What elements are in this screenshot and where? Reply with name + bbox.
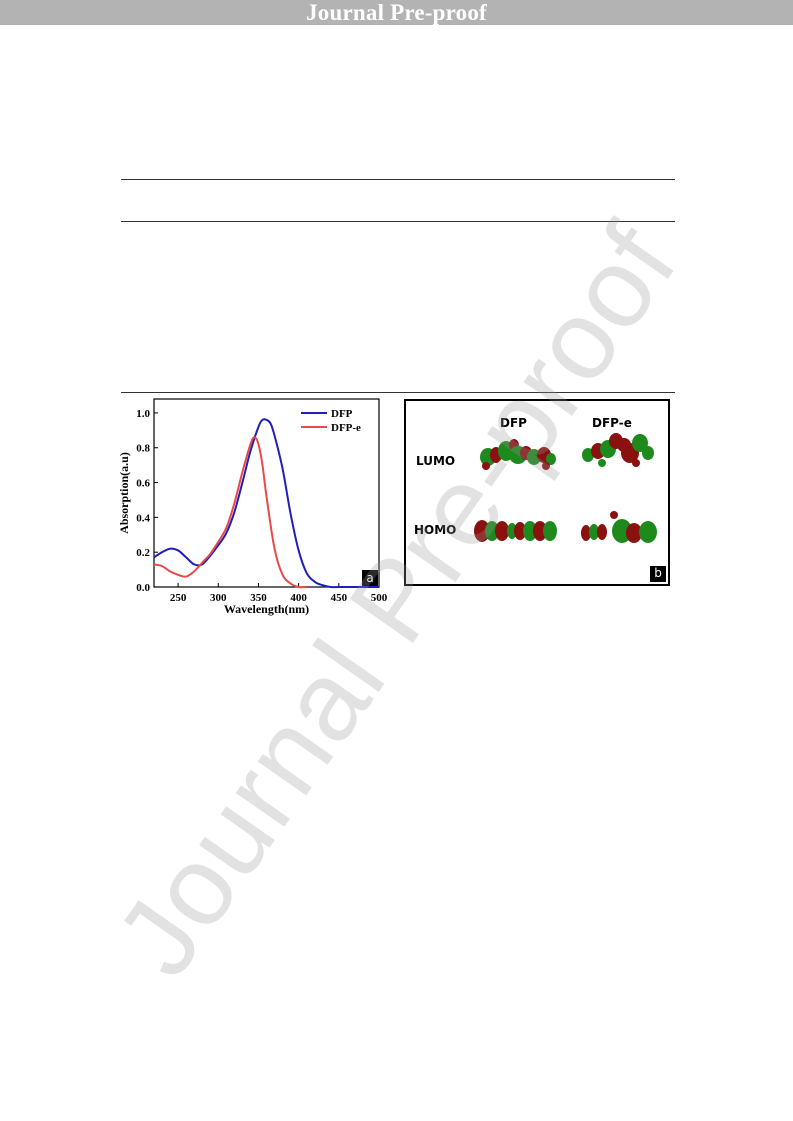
panel-a-label: a <box>366 571 373 585</box>
orbital-figure: DFP DFP-e LUMO HOMO <box>404 399 670 586</box>
y-tick-label: 0.6 <box>136 478 150 490</box>
table-top-rule <box>121 179 675 180</box>
panel-b-label: b <box>650 566 666 582</box>
y-tick-label: 0.2 <box>136 547 150 559</box>
x-tick-label: 400 <box>290 592 307 604</box>
legend-label: DFP-e <box>331 422 361 434</box>
legend-label: DFP <box>331 408 353 420</box>
x-tick-label: 250 <box>170 592 187 604</box>
dfp-e-homo-lobes <box>581 511 657 543</box>
y-tick-label: 0.4 <box>136 512 150 524</box>
col-label-dfp: DFP <box>500 416 527 430</box>
y-tick-label: 0.0 <box>136 582 150 594</box>
table-bottom-rule <box>121 221 675 222</box>
dfp-e-lumo-lobes <box>582 433 654 467</box>
dfp-lumo-orbital <box>480 439 556 470</box>
row-label-lumo: LUMO <box>416 454 456 468</box>
panel-a-box <box>362 570 378 586</box>
y-axis-label: Absorption(a.u) <box>117 452 131 534</box>
dfp-e-lumo-orbital <box>582 433 654 467</box>
x-tick-label: 300 <box>210 592 227 604</box>
series-line-dfp-e <box>153 436 307 589</box>
journal-banner: Journal Pre-proof <box>0 0 793 25</box>
x-axis-label: Wavelength(nm) <box>224 602 309 616</box>
y-tick-label: 1.0 <box>136 408 150 420</box>
banner-text: Journal Pre-proof <box>306 0 487 25</box>
plot-frame <box>153 398 380 588</box>
figure-top-rule <box>121 392 675 393</box>
row-label-homo: HOMO <box>414 523 457 537</box>
y-tick-label: 0.8 <box>136 443 150 455</box>
series-line-dfp <box>153 418 379 589</box>
absorption-chart: 250 300 350 400 450 500 0.0 0.2 0.4 0.6 0.8 1.0 Wave… <box>117 398 388 616</box>
col-label-dfp-e: DFP-e <box>592 416 632 430</box>
dfp-e-homo-orbital <box>581 511 657 543</box>
x-tick-label: 500 <box>371 592 388 604</box>
dfp-homo-orbital <box>474 520 557 542</box>
x-tick-label: 450 <box>331 592 348 604</box>
dfp-lumo-lobes <box>480 439 556 470</box>
x-tick-label: 350 <box>250 592 267 604</box>
dfp-homo-lobes <box>474 520 557 542</box>
